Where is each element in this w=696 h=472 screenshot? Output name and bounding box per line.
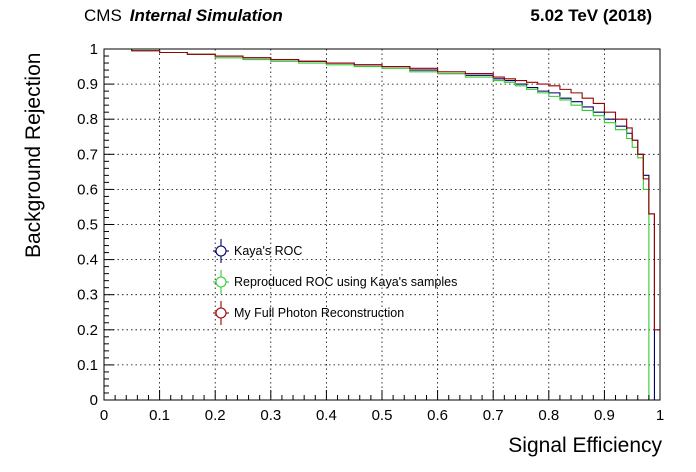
x-tick-label: 0.2 [205, 407, 226, 424]
legend-marker [215, 276, 227, 288]
legend-marker [215, 245, 227, 257]
series-line [104, 48, 660, 331]
y-tick-label: 0.8 [77, 111, 98, 128]
y-tick-label: 0.7 [77, 146, 98, 163]
x-tick-label: 0.5 [372, 407, 393, 424]
y-tick-label: 0.3 [77, 287, 98, 304]
x-tick-label: 0.9 [594, 407, 615, 424]
y-tick-label: 0.4 [77, 252, 98, 269]
y-tick-label: 0.2 [77, 322, 98, 339]
y-tick-label: 0.6 [77, 181, 98, 198]
y-tick-label: 0 [90, 392, 98, 409]
x-tick-label: 0.6 [427, 407, 448, 424]
legend-marker [215, 307, 227, 319]
y-tick-label: 0.5 [77, 217, 98, 234]
legend-label: My Full Photon Reconstruction [234, 306, 404, 320]
y-tick-label: 0.1 [77, 357, 98, 374]
y-axis-title: Background Rejection [22, 52, 45, 258]
x-tick-label: 0.4 [316, 407, 337, 424]
subtitle-label: Internal Simulation [129, 6, 283, 25]
y-tick-label: 1 [90, 41, 98, 58]
experiment-header: CMS Internal Simulation [84, 6, 283, 26]
energy-label: 5.02 TeV (2018) [530, 6, 652, 25]
series-lines [104, 48, 660, 401]
x-tick-label: 0 [100, 407, 108, 424]
legend: Kaya's ROC Reproduced ROC using Kaya's sa… [213, 239, 457, 325]
legend-label: Kaya's ROC [234, 244, 302, 258]
x-tick-label: 0.8 [538, 407, 559, 424]
x-tick-label: 0.1 [149, 407, 170, 424]
experiment-label: CMS [84, 6, 122, 25]
y-tick-label: 0.9 [77, 76, 98, 93]
series-line [104, 48, 660, 401]
x-tick-label: 0.3 [260, 407, 281, 424]
axis-ticks: 0 0.1 0.2 0.3 0.4 0.5 0.6 0.7 0.8 0.9 1 0 0.1 0.2 0.3 0… [77, 41, 664, 424]
legend-label: Reproduced ROC using Kaya's samples [234, 275, 457, 289]
x-tick-label: 0.7 [483, 407, 504, 424]
x-axis-title: Signal Efficiency [508, 434, 662, 457]
x-tick-label: 1 [656, 407, 664, 424]
